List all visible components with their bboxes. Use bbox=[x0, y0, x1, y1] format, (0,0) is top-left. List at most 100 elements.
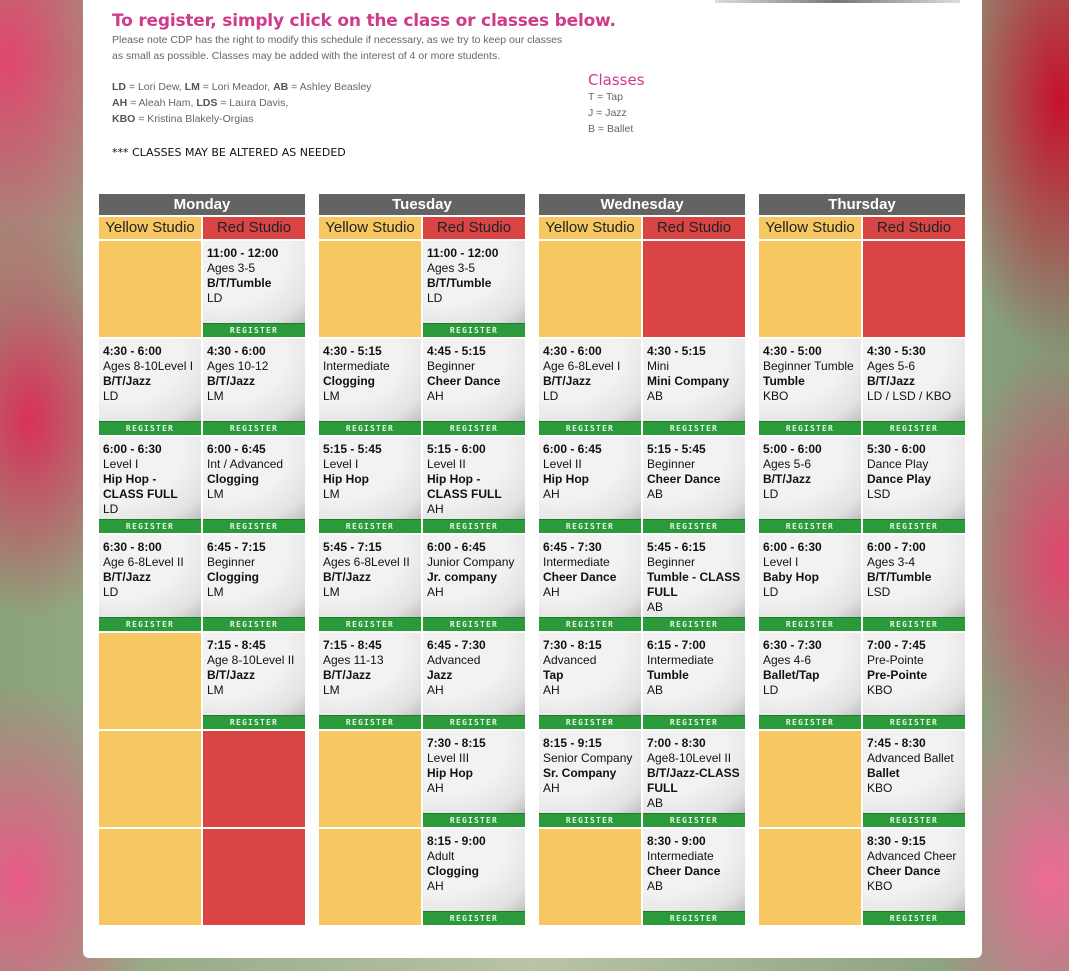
day-column-wednesday: Wednesday Yellow Studio Red Studio 4:30 … bbox=[539, 194, 745, 925]
class-slot[interactable]: 7:45 - 8:30 Advanced Ballet Ballet KBO REGIS… bbox=[863, 731, 965, 827]
class-level: Beginner bbox=[647, 555, 696, 569]
day-header: Monday bbox=[99, 194, 305, 215]
class-time: 4:30 - 5:00 bbox=[763, 344, 822, 358]
register-button[interactable]: REGISTER bbox=[863, 813, 965, 827]
register-button[interactable]: REGISTER bbox=[759, 617, 861, 631]
class-slot[interactable]: 4:30 - 6:00 Ages 8-10Level I B/T/Jazz LD REG… bbox=[99, 339, 201, 435]
register-button[interactable]: REGISTER bbox=[423, 323, 525, 337]
class-slot[interactable]: 6:45 - 7:15 Beginner Clogging LM REGISTER bbox=[203, 535, 305, 631]
class-time: 4:30 - 6:00 bbox=[543, 344, 602, 358]
class-slot[interactable]: 4:30 - 5:30 Ages 5-6 B/T/Jazz LD / LSD / KB… bbox=[863, 339, 965, 435]
class-slot[interactable]: 7:15 - 8:45 Age 8-10Level II B/T/Jazz LM REG… bbox=[203, 633, 305, 729]
class-slot[interactable]: 5:45 - 6:15 Beginner Tumble - CLASS FULL AB… bbox=[643, 535, 745, 631]
class-instructor: KBO bbox=[867, 879, 893, 893]
class-slot[interactable]: 6:15 - 7:00 Intermediate Tumble AB REGISTER bbox=[643, 633, 745, 729]
register-button[interactable]: REGISTER bbox=[643, 617, 745, 631]
class-slot[interactable]: 4:30 - 6:00 Ages 10-12 B/T/Jazz LM REGISTER bbox=[203, 339, 305, 435]
class-level: Dance Play bbox=[867, 457, 929, 471]
register-button[interactable]: REGISTER bbox=[539, 715, 641, 729]
class-slot[interactable]: 7:00 - 8:30 Age8-10Level II B/T/Jazz-CLASS… bbox=[643, 731, 745, 827]
class-slot[interactable]: 5:00 - 6:00 Ages 5-6 B/T/Jazz LD REGISTER bbox=[759, 437, 861, 533]
register-button[interactable]: REGISTER bbox=[759, 519, 861, 533]
class-slot[interactable]: 11:00 - 12:00 Ages 3-5 B/T/Tumble LD REGISTE… bbox=[423, 241, 525, 337]
register-button[interactable]: REGISTER bbox=[539, 421, 641, 435]
register-button[interactable]: REGISTER bbox=[863, 911, 965, 925]
register-button[interactable]: REGISTER bbox=[643, 715, 745, 729]
class-instructor: LM bbox=[323, 389, 340, 403]
register-button[interactable]: REGISTER bbox=[319, 715, 421, 729]
class-slot[interactable]: 8:15 - 9:15 Senior Company Sr. Company AH RE… bbox=[539, 731, 641, 827]
register-button[interactable]: REGISTER bbox=[423, 519, 525, 533]
register-button[interactable]: REGISTER bbox=[863, 519, 965, 533]
class-slot[interactable]: 4:30 - 6:00 Age 6-8Level I B/T/Jazz LD REGIS… bbox=[539, 339, 641, 435]
register-button[interactable]: REGISTER bbox=[539, 813, 641, 827]
class-slot[interactable]: 8:15 - 9:00 Adult Clogging AH REGISTER bbox=[423, 829, 525, 925]
register-button[interactable]: REGISTER bbox=[423, 715, 525, 729]
class-level: Advanced Ballet bbox=[867, 751, 954, 765]
class-name: Dance Play bbox=[867, 472, 932, 486]
class-slot[interactable]: 6:30 - 7:30 Ages 4-6 Ballet/Tap LD REGISTER bbox=[759, 633, 861, 729]
class-slot[interactable]: 7:30 - 8:15 Level III Hip Hop AH REGISTER bbox=[423, 731, 525, 827]
register-button[interactable]: REGISTER bbox=[203, 715, 305, 729]
class-slot[interactable]: 7:30 - 8:15 Advanced Tap AH REGISTER bbox=[539, 633, 641, 729]
register-button[interactable]: REGISTER bbox=[423, 813, 525, 827]
class-instructor: AB bbox=[647, 683, 664, 697]
class-slot[interactable]: 4:30 - 5:15 Intermediate Clogging LM REGISTE… bbox=[319, 339, 421, 435]
register-button[interactable]: REGISTER bbox=[759, 715, 861, 729]
register-button[interactable]: REGISTER bbox=[423, 617, 525, 631]
register-button[interactable]: REGISTER bbox=[203, 323, 305, 337]
register-button[interactable]: REGISTER bbox=[423, 421, 525, 435]
class-name: Sr. Company bbox=[543, 766, 617, 780]
register-button[interactable]: REGISTER bbox=[539, 617, 641, 631]
schedule-note: Please note CDP has the right to modify … bbox=[112, 34, 563, 62]
class-slot[interactable]: 8:30 - 9:15 Advanced Cheer Cheer Dance KBO R… bbox=[863, 829, 965, 925]
class-slot[interactable]: 6:45 - 7:30 Intermediate Cheer Dance AH REGI… bbox=[539, 535, 641, 631]
register-button[interactable]: REGISTER bbox=[423, 911, 525, 925]
class-slot[interactable]: 6:45 - 7:30 Advanced Jazz AH REGISTER bbox=[423, 633, 525, 729]
register-button[interactable]: REGISTER bbox=[759, 421, 861, 435]
class-slot[interactable]: 6:00 - 7:00 Ages 3-4 B/T/Tumble LSD REGISTER bbox=[863, 535, 965, 631]
register-button[interactable]: REGISTER bbox=[863, 617, 965, 631]
class-slot[interactable]: 7:00 - 7:45 Pre-Pointe Pre-Pointe KBO REGIST… bbox=[863, 633, 965, 729]
class-slot[interactable]: 5:15 - 5:45 Level I Hip Hop LM REGISTER bbox=[319, 437, 421, 533]
class-instructor: AH bbox=[543, 585, 560, 599]
class-slot[interactable]: 4:45 - 5:15 Beginner Cheer Dance AH REGISTER bbox=[423, 339, 525, 435]
class-slot[interactable]: 4:30 - 5:15 Mini Mini Company AB REGISTER bbox=[643, 339, 745, 435]
register-button[interactable]: REGISTER bbox=[539, 519, 641, 533]
register-button[interactable]: REGISTER bbox=[643, 813, 745, 827]
register-button[interactable]: REGISTER bbox=[319, 421, 421, 435]
class-slot[interactable]: 6:00 - 6:45 Level II Hip Hop AH REGISTER bbox=[539, 437, 641, 533]
class-slot[interactable]: 11:00 - 12:00 Ages 3-5 B/T/Tumble LD REGISTE… bbox=[203, 241, 305, 337]
register-button[interactable]: REGISTER bbox=[319, 519, 421, 533]
register-button[interactable]: REGISTER bbox=[203, 519, 305, 533]
register-button[interactable]: REGISTER bbox=[319, 617, 421, 631]
register-button[interactable]: REGISTER bbox=[203, 421, 305, 435]
class-slot[interactable]: 5:15 - 6:00 Level II Hip Hop - CLASS FULL A… bbox=[423, 437, 525, 533]
class-slot[interactable]: 6:00 - 6:30 Level I Hip Hop - CLASS FULL LD… bbox=[99, 437, 201, 533]
class-name: Cheer Dance bbox=[427, 374, 501, 388]
register-button[interactable]: REGISTER bbox=[643, 421, 745, 435]
day-column-tuesday: Tuesday Yellow Studio Red Studio 11:00 -… bbox=[319, 194, 525, 925]
class-level: Ages 11-13 bbox=[323, 653, 384, 667]
class-slot[interactable]: 5:45 - 7:15 Ages 6-8Level II B/T/Jazz LM REG… bbox=[319, 535, 421, 631]
register-button[interactable]: REGISTER bbox=[203, 617, 305, 631]
class-slot[interactable]: 5:30 - 6:00 Dance Play Dance Play LSD REGIST… bbox=[863, 437, 965, 533]
class-level: Beginner bbox=[647, 457, 696, 471]
register-button[interactable]: REGISTER bbox=[99, 519, 201, 533]
altered-notice: *** CLASSES MAY BE ALTERED AS NEEDED bbox=[112, 146, 346, 159]
register-button[interactable]: REGISTER bbox=[863, 421, 965, 435]
class-instructor: LM bbox=[207, 585, 224, 599]
register-button[interactable]: REGISTER bbox=[863, 715, 965, 729]
register-button[interactable]: REGISTER bbox=[643, 911, 745, 925]
class-slot[interactable]: 6:00 - 6:45 Int / Advanced Clogging LM REGIS… bbox=[203, 437, 305, 533]
register-button[interactable]: REGISTER bbox=[99, 617, 201, 631]
register-button[interactable]: REGISTER bbox=[643, 519, 745, 533]
class-slot[interactable]: 8:30 - 9:00 Intermediate Cheer Dance AB REGI… bbox=[643, 829, 745, 925]
class-slot[interactable]: 4:30 - 5:00 Beginner Tumble Tumble KBO REGIS… bbox=[759, 339, 861, 435]
class-slot[interactable]: 5:15 - 5:45 Beginner Cheer Dance AB REGISTER bbox=[643, 437, 745, 533]
class-slot[interactable]: 6:00 - 6:45 Junior Company Jr. company AH RE… bbox=[423, 535, 525, 631]
class-slot[interactable]: 6:30 - 8:00 Age 6-8Level II B/T/Jazz LD REGI… bbox=[99, 535, 201, 631]
class-slot[interactable]: 6:00 - 6:30 Level I Baby Hop LD REGISTER bbox=[759, 535, 861, 631]
register-button[interactable]: REGISTER bbox=[99, 421, 201, 435]
class-slot[interactable]: 7:15 - 8:45 Ages 11-13 B/T/Jazz LM REGISTER bbox=[319, 633, 421, 729]
